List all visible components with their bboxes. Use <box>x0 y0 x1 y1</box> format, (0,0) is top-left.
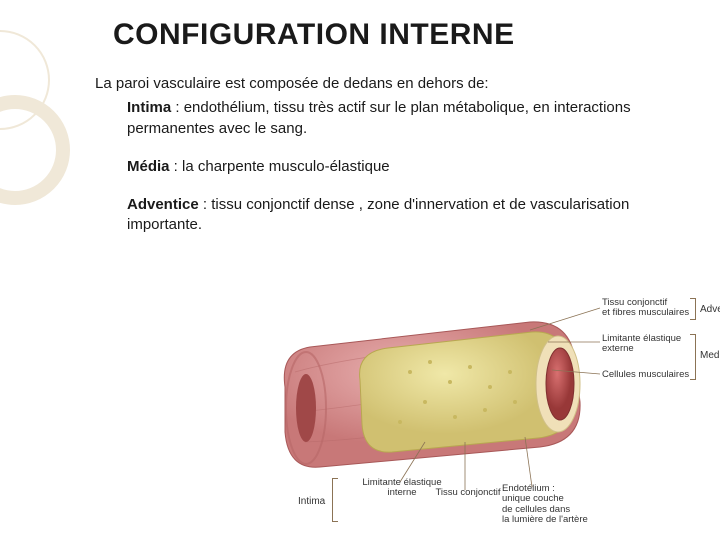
diagram-label: Cellules musculaires <box>602 370 692 380</box>
layer-desc: : endothélium, tissu très actif sur le p… <box>127 99 631 136</box>
layer-intima: Intima : endothélium, tissu très actif s… <box>127 98 680 139</box>
bracket-label: Adventice <box>700 304 720 315</box>
diagram-label: Endotélium : unique couche de cellules d… <box>502 484 612 526</box>
diagram-label: Tissu conjonctif et fibres musculaires <box>602 298 692 319</box>
intro-text: La paroi vasculaire est composée de deda… <box>95 74 680 94</box>
bracket-label: Intima <box>298 496 325 507</box>
diagram-label: Limitante élastique externe <box>602 334 692 355</box>
body-text: La paroi vasculaire est composée de deda… <box>95 74 680 236</box>
layer-name: Adventice <box>127 196 199 213</box>
layer-media: Média : la charpente musculo-élastique <box>127 157 680 177</box>
bracket-label: Media <box>700 350 720 361</box>
layer-name: Média <box>127 158 170 175</box>
page-title: CONFIGURATION INTERNE <box>113 18 680 52</box>
layer-adventice: Adventice : tissu conjonctif dense , zon… <box>127 195 680 236</box>
slide-content: CONFIGURATION INTERNE La paroi vasculair… <box>0 0 720 236</box>
bracket <box>332 478 338 522</box>
layer-desc: : la charpente musculo-élastique <box>170 158 390 175</box>
artery-diagram: Tissu conjonctif et fibres musculaires L… <box>270 292 700 522</box>
bracket <box>690 334 696 380</box>
layer-desc: : tissu conjonctif dense , zone d'innerv… <box>127 196 629 233</box>
diagram-label: Tissu conjonctif <box>428 488 508 498</box>
layer-name: Intima <box>127 99 171 116</box>
bracket <box>690 298 696 320</box>
